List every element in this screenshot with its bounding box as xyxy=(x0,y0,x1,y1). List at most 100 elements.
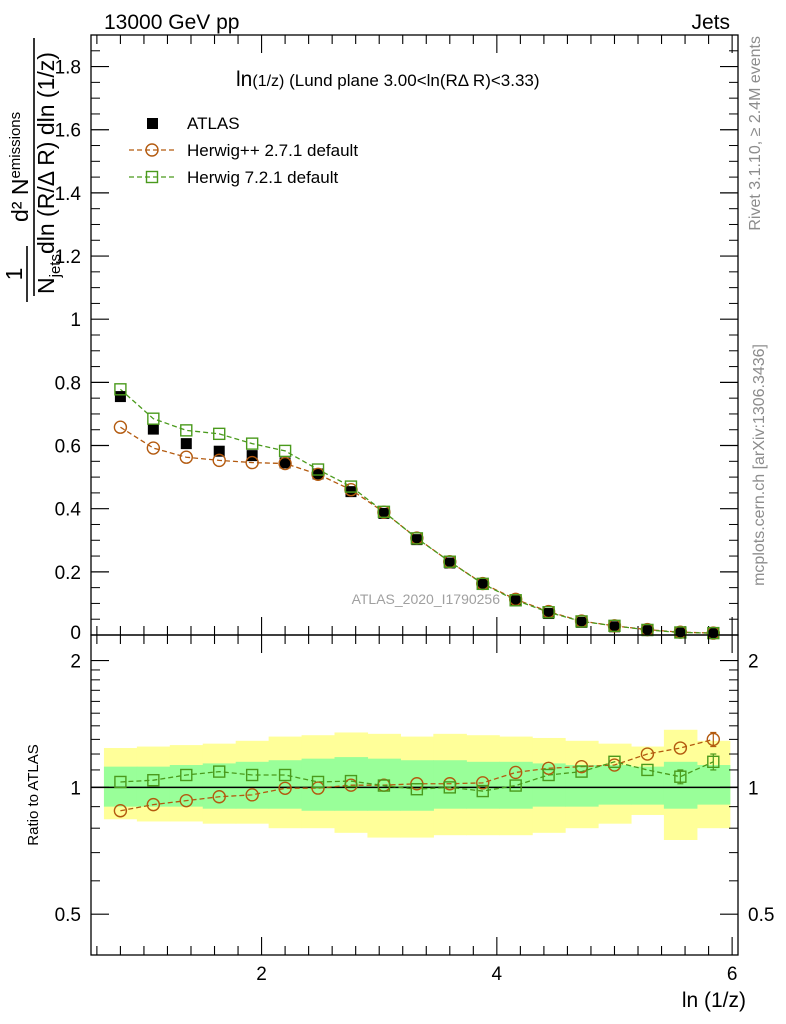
herwigpp-main-point xyxy=(245,455,259,470)
herwig7-main-point xyxy=(147,412,160,425)
herwig7-ratio-point xyxy=(213,765,226,778)
legend-label-atlas: ATLAS xyxy=(187,114,240,133)
ratio-bands-layer xyxy=(91,729,738,841)
herwigpp-ratio-point xyxy=(179,793,193,808)
herwig7-main-point xyxy=(344,480,358,493)
atlas-data-point xyxy=(477,578,489,590)
herwig7-main-point xyxy=(542,606,555,619)
herwig7-ratio-point xyxy=(509,779,522,792)
atlas-data-point xyxy=(279,457,291,469)
herwig7-main-point xyxy=(213,427,226,441)
herwig7-main-point xyxy=(674,626,687,639)
herwigpp-main-point xyxy=(278,456,292,471)
legend-label-herwigpp: Herwig++ 2.7.1 default xyxy=(187,141,358,160)
energy-label: 13000 GeV pp xyxy=(104,11,239,34)
atlas-data-point xyxy=(378,507,390,519)
herwigpp-ratio-point xyxy=(278,781,292,795)
herwig7-main-point xyxy=(443,555,456,568)
herwigpp-main-point xyxy=(179,450,193,464)
ratio-ylabel: Ratio to ATLAS xyxy=(25,744,42,845)
main-ytick-label: 1.8 xyxy=(55,58,81,79)
herwig7-ratio-point xyxy=(245,768,259,782)
main-ytick-label: 1.2 xyxy=(55,247,81,268)
x-axis-label: ln (1/z) xyxy=(682,989,746,1012)
atlas-data-point xyxy=(674,626,686,638)
atlas-data-point xyxy=(444,557,456,569)
herwigpp-main-point xyxy=(113,420,128,434)
ratio-band-inner xyxy=(499,761,533,809)
legend: ATLAS Herwig++ 2.7.1 default Herwig 7.2.… xyxy=(129,114,358,187)
ratio-ytick-label-right: 1 xyxy=(748,778,759,799)
herwig7-main-point xyxy=(311,463,325,476)
legend-label-herwig7: Herwig 7.2.1 default xyxy=(187,168,338,187)
atlas-data-point xyxy=(707,627,719,639)
ratio-band-inner xyxy=(696,765,731,805)
ylabel-denominator: Njetsdln (R/Δ R) dln (1/z) xyxy=(33,52,64,294)
herwigpp-ratio-point xyxy=(146,797,161,812)
herwigpp-ratio-point xyxy=(673,741,688,755)
herwigpp-ratio-point xyxy=(113,804,128,818)
herwig7-ratio-point xyxy=(114,775,127,789)
main-ytick-label: 0.8 xyxy=(55,373,81,394)
main-ytick-label-zero: 0 xyxy=(70,623,81,644)
ratio-band-inner xyxy=(400,760,434,811)
ratio-xtick-label: 2 xyxy=(256,964,267,985)
ylabel-prefactor: 1 xyxy=(1,268,27,281)
main-ytick-label: 0.6 xyxy=(55,437,81,458)
herwig7-ratio-point xyxy=(443,781,456,794)
main-ytick-label: 1.6 xyxy=(55,121,81,142)
herwigpp-ratio-point xyxy=(706,732,720,747)
ratio-ytick-label-right: 0.5 xyxy=(748,905,774,926)
main-ytick-label: 1 xyxy=(70,310,81,331)
legend-marker-herwigpp xyxy=(145,143,159,157)
atlas-data-point xyxy=(411,534,423,546)
herwig7-main-point xyxy=(476,577,489,591)
herwig7-main-point xyxy=(608,619,621,633)
herwig7-ratio-point xyxy=(575,765,588,778)
ratio-band-inner xyxy=(103,766,138,807)
herwig7-main-point xyxy=(114,383,127,396)
category-label: Jets xyxy=(691,11,730,34)
herwig7-ratio-point xyxy=(377,779,391,792)
ratio-band-inner xyxy=(532,763,566,807)
ratio-band-inner xyxy=(301,758,336,811)
analysis-label: ATLAS_2020_I1790256 xyxy=(352,591,501,607)
main-ylabel: 1 d² Nemissions Njetsdln (R/Δ R) dln (1/… xyxy=(1,38,64,302)
ratio-xtick-label: 6 xyxy=(727,964,738,985)
herwig7-main-point xyxy=(410,532,424,545)
herwig7-ratio-point xyxy=(542,768,555,782)
ratio-ticks: 0.5 0.5 1 1 2 2 2 4 6 xyxy=(55,635,774,985)
legend-marker-herwig7 xyxy=(145,170,159,184)
ratio-band-inner xyxy=(169,765,204,807)
herwig7-main-point xyxy=(278,444,292,458)
herwig7-main-point xyxy=(377,505,391,519)
herwig7-ratio-point xyxy=(147,773,160,787)
ratio-band-inner xyxy=(433,760,467,809)
atlas-data-point xyxy=(543,608,555,620)
atlas-data-point xyxy=(180,438,192,450)
ratio-band-inner xyxy=(202,763,237,809)
rivet-label: Rivet 3.1.10, ≥ 2.4M events xyxy=(747,36,764,231)
herwigpp-ratio-point xyxy=(476,776,490,790)
ratio-band-inner xyxy=(268,760,303,809)
herwigpp-ratio-point xyxy=(212,790,226,804)
plot-title: ln(1/z) (Lund plane 3.00<ln(RΔ R)<3.33) xyxy=(236,68,540,91)
main-series-layer xyxy=(113,383,720,640)
herwig7-ratio-point xyxy=(476,784,489,798)
herwig7-ratio-point xyxy=(608,755,621,769)
ratio-panel-frame xyxy=(90,634,739,956)
herwig7-main-point xyxy=(575,615,588,628)
atlas-data-point xyxy=(608,621,620,633)
herwig7-ratio-point xyxy=(641,763,654,777)
herwig7-ratio-point xyxy=(278,768,292,782)
herwigpp-main-point xyxy=(146,441,161,455)
atlas-data-point xyxy=(213,445,225,457)
ratio-ytick-label: 0.5 xyxy=(55,905,81,926)
herwigpp-main-point xyxy=(212,453,226,468)
mcplots-label: mcplots.cern.ch [arXiv:1306.3436] xyxy=(751,344,768,586)
legend-marker-atlas xyxy=(147,118,158,129)
herwigpp-ratio-point xyxy=(245,788,259,802)
atlas-data-point xyxy=(114,391,126,403)
herwig7-main-point xyxy=(707,626,720,640)
